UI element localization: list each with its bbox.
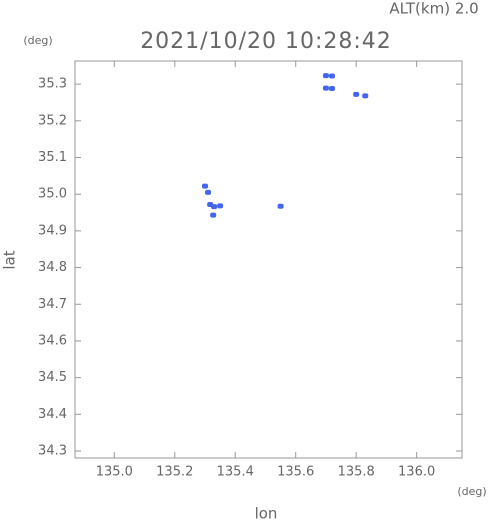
x-tick-label: 135.4 xyxy=(217,465,254,480)
plot-frame xyxy=(74,60,463,459)
echo-point xyxy=(210,212,217,218)
echo-point xyxy=(322,73,329,79)
y-tick-label: 34.9 xyxy=(38,223,67,238)
echo-point xyxy=(217,203,224,209)
y-tick-label: 34.8 xyxy=(38,260,67,275)
echo-point xyxy=(362,93,369,99)
y-tick-label: 35.0 xyxy=(38,187,67,202)
x-axis-label: lon xyxy=(255,505,278,522)
echo-point xyxy=(205,189,212,195)
echo-point xyxy=(328,73,335,79)
x-tick-label: 135.2 xyxy=(156,465,193,480)
y-tick-label: 34.5 xyxy=(38,370,67,385)
echo-point xyxy=(322,85,329,91)
y-axis-label: lat xyxy=(1,250,19,269)
y-tick-label: 34.4 xyxy=(38,407,67,422)
y-tick-label: 34.7 xyxy=(38,297,67,312)
x-tick-label: 135.8 xyxy=(338,465,375,480)
altitude-label: ALT(km) 2.0 xyxy=(389,0,478,18)
echo-point xyxy=(202,183,209,189)
y-tick-label: 34.3 xyxy=(38,444,67,459)
echo-point xyxy=(328,86,335,92)
x-tick-label: 135.0 xyxy=(96,465,133,480)
y-tick-label: 35.2 xyxy=(38,113,67,128)
x-tick-label: 135.6 xyxy=(277,465,314,480)
x-unit: (deg) xyxy=(457,485,486,498)
y-tick-label: 34.6 xyxy=(38,333,67,348)
echo-point xyxy=(277,203,284,209)
y-tick-label: 35.3 xyxy=(38,77,67,92)
chart-title: 2021/10/20 10:28:42 xyxy=(140,29,392,54)
echo-point xyxy=(211,204,218,210)
y-unit: (deg) xyxy=(23,34,52,47)
echo-point xyxy=(353,91,360,97)
x-tick-label: 136.0 xyxy=(398,465,435,480)
y-tick-label: 35.1 xyxy=(38,150,67,165)
